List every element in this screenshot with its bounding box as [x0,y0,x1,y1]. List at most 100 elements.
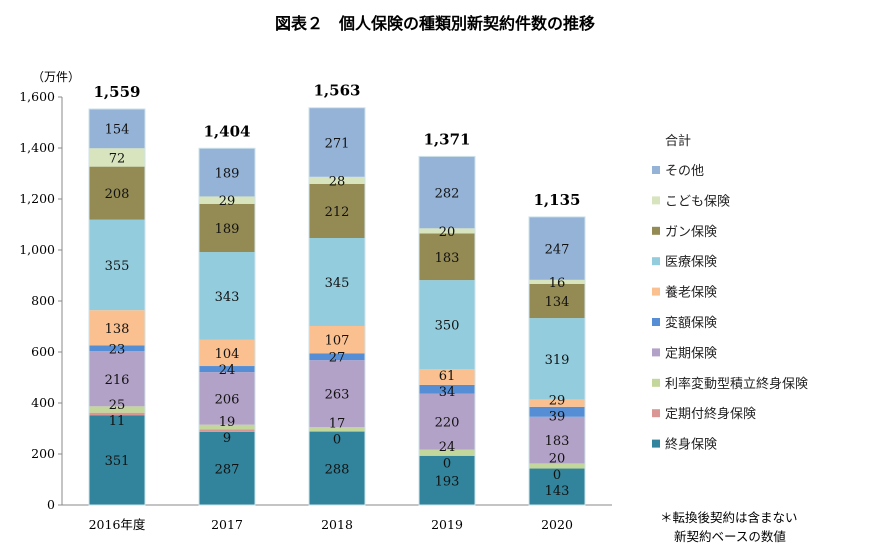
bar-segment [199,252,255,340]
y-tick-label: 1,600 [19,89,55,104]
bar-segment [199,366,255,373]
bar-segment [309,325,365,354]
total-label: 1,135 [534,191,581,209]
y-tick-label: 1,200 [19,191,55,206]
bar-outline [198,147,256,506]
bar-segment [199,203,255,253]
bar-segment [529,468,585,505]
data-label: 20 [549,452,566,467]
data-label: 220 [435,416,460,431]
legend-swatch [652,196,660,205]
bar-segment [529,416,585,464]
bar-segment [419,233,475,281]
bar-segment [309,176,365,184]
bar-segment [199,424,255,430]
bar-segment [199,196,255,204]
bar-segment [89,166,145,220]
data-label: 23 [109,342,126,357]
data-label: 27 [329,351,346,366]
data-label: 189 [215,166,240,181]
bar-segment [529,463,585,469]
chart-title: 図表２ 個人保険の種類別新契約件数の推移 [274,14,595,33]
data-label: 287 [215,462,240,477]
legend-entry: 養老保険 [665,285,717,301]
bar-segment [89,219,145,311]
data-label: 9 [223,431,231,446]
data-label: 24 [439,440,456,455]
data-label: 20 [439,225,456,240]
data-label: 72 [109,151,126,166]
data-label: 216 [105,373,130,388]
data-label: 319 [545,353,570,368]
legend-entry: 利率変動型積立終身保険 [665,376,808,392]
bar-segment [309,431,365,505]
y-tick-label: 800 [31,293,55,308]
data-label: 271 [325,136,350,151]
bar-segment [89,415,145,505]
bar-segment [419,369,475,385]
data-label: 183 [435,251,460,266]
data-label: 351 [105,454,130,469]
legend-entry: こども保険 [665,194,730,209]
legend-swatch [652,287,660,296]
data-label: 107 [325,334,350,349]
data-label: 143 [545,484,570,499]
data-label: 193 [435,474,460,489]
bar-segment [309,238,365,326]
footnote-line: ＊転換後契約は含まない [660,510,798,525]
x-tick-label: 2017 [211,517,243,532]
data-label: 134 [545,295,570,310]
legend-entry: 変額保険 [665,315,717,331]
y-tick-label: 600 [31,344,55,359]
bar-segment [89,310,145,346]
y-axis-unit: （万件） [32,70,81,84]
data-label: 282 [435,186,460,201]
bar-segment [309,353,365,361]
bar-segment [419,156,475,229]
bar-segment [89,345,145,352]
bar-segment [419,384,475,394]
legend-swatch [652,439,660,448]
y-tick-label: 200 [31,446,55,461]
data-label: 29 [549,393,566,408]
data-label: 350 [435,319,460,334]
data-label: 17 [329,416,346,431]
data-label: 288 [325,462,350,477]
bar-segment [309,427,365,432]
bar-segment [199,429,255,432]
x-tick-label: 2016年度 [89,517,146,532]
bar-outline [418,155,476,506]
data-label: 208 [105,187,130,202]
legend-title: 合計 [665,133,691,149]
y-tick-label: 0 [47,497,55,512]
legend-entry: その他 [665,164,704,179]
data-label: 345 [325,276,350,291]
data-label: 34 [439,385,456,400]
legend-entry: 定期保険 [665,346,717,361]
legend-swatch [652,257,660,266]
total-label: 1,563 [314,82,361,100]
y-tick-label: 1,400 [19,140,55,155]
bar-segment [309,107,365,177]
y-tick-label: 1,000 [19,242,55,257]
bar-segment [529,279,585,284]
bar-segment [89,148,145,167]
data-label: 212 [325,205,350,220]
data-label: 11 [109,414,126,429]
data-label: 0 [553,468,561,483]
data-label: 16 [549,276,566,291]
data-label: 355 [105,259,130,274]
data-label: 25 [109,398,126,413]
data-label: 0 [333,432,341,447]
bar-segment [199,372,255,425]
legend-swatch [652,166,660,174]
total-label: 1,404 [204,122,251,140]
bar-segment [309,360,365,428]
bar-segment [89,406,145,413]
data-label: 154 [105,123,130,138]
bar-segment [419,280,475,370]
legend-entry: 定期付終身保険 [665,406,756,422]
data-label: 0 [443,456,451,471]
bar-segment [199,339,255,367]
